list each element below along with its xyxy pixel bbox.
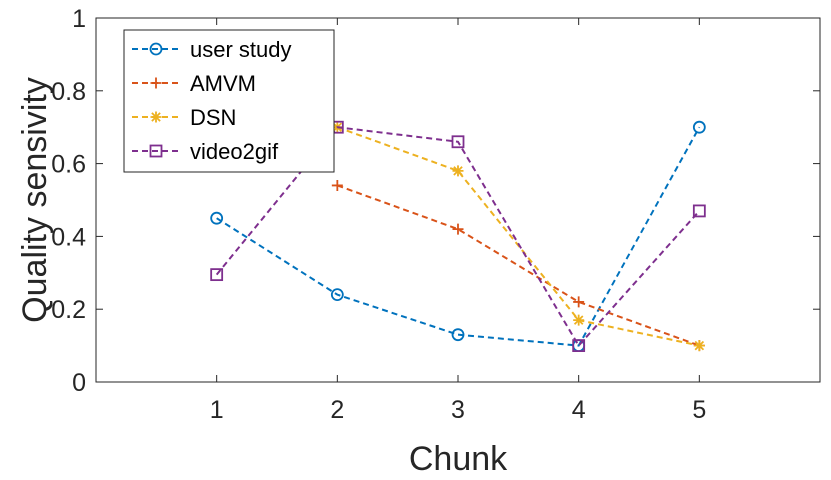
y-tick-label: 0.6: [51, 151, 86, 179]
x-tick-label: 3: [451, 396, 465, 424]
data-point: [331, 179, 343, 191]
x-tick-label: 5: [692, 396, 706, 424]
series-line: [336, 184, 700, 347]
data-point: [452, 165, 464, 177]
series-layer: [210, 120, 706, 353]
data-point: [330, 288, 344, 302]
legend-marker: [149, 144, 163, 158]
data-point: [573, 296, 585, 308]
x-axis-title: Chunk: [409, 440, 508, 478]
y-tick-label: 1: [72, 5, 86, 33]
data-point: [451, 328, 465, 342]
series-amvm: [331, 179, 705, 352]
data-point: [693, 340, 705, 352]
y-axis-title: Quality sensivity: [16, 77, 54, 323]
axes: 1 2 3 4 5 0 0.2 0.4 0.6 0.8 1: [51, 5, 821, 424]
series-dsn: [331, 121, 705, 352]
data-point: [573, 314, 585, 326]
y-tick-label: 0.2: [51, 296, 86, 324]
legend-marker: [150, 77, 162, 89]
data-point: [692, 204, 706, 218]
legend-label: user study: [190, 37, 292, 62]
legend-label: video2gif: [190, 139, 279, 164]
x-tick-label: 4: [572, 396, 586, 424]
x-tick-label: 2: [330, 396, 344, 424]
y-tick-label: 0.8: [51, 78, 86, 106]
data-point: [452, 223, 464, 235]
x-tick-label: 1: [210, 396, 224, 424]
legend-marker: [149, 42, 163, 56]
y-tick-label: 0: [72, 369, 86, 397]
legend: user study AMVM DSN video2gif: [123, 29, 335, 173]
legend-marker: [150, 111, 162, 123]
y-tick-label: 0.4: [51, 223, 86, 251]
data-point: [210, 268, 224, 282]
series-line: [216, 126, 701, 347]
series-line: [215, 126, 701, 348]
data-point: [572, 339, 586, 353]
data-point: [451, 135, 465, 149]
data-point: [210, 211, 224, 225]
data-point: [692, 120, 706, 134]
legend-label: AMVM: [190, 71, 256, 96]
legend-label: DSN: [190, 105, 236, 130]
